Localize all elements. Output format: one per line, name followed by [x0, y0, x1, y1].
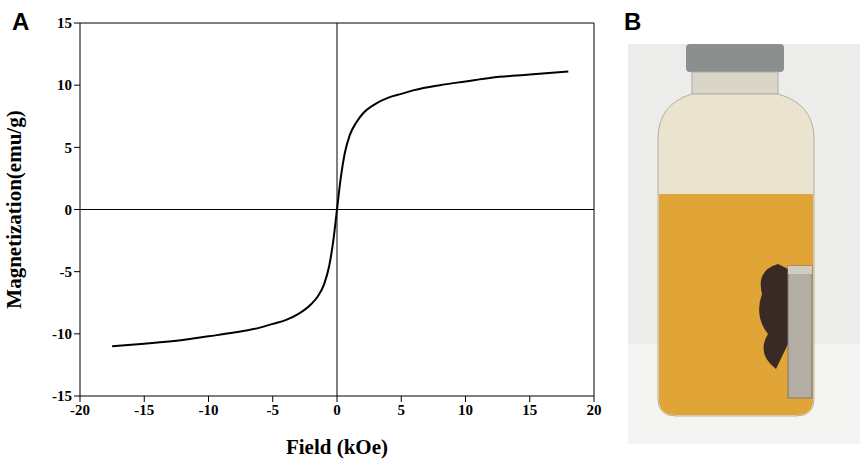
svg-text:5: 5 [398, 402, 406, 418]
svg-text:Magnetization(emu/g): Magnetization(emu/g) [2, 110, 26, 308]
svg-text:-15: -15 [134, 402, 154, 418]
svg-text:20: 20 [587, 402, 602, 418]
svg-text:15: 15 [522, 402, 537, 418]
svg-text:Field (kOe): Field (kOe) [286, 435, 388, 459]
svg-text:-5: -5 [60, 264, 73, 280]
svg-text:10: 10 [57, 77, 72, 93]
svg-text:-10: -10 [52, 326, 72, 342]
html-text:A: A [12, 8, 30, 35]
svg-text:15: 15 [57, 15, 72, 31]
svg-text:-20: -20 [70, 402, 90, 418]
svg-text:-5: -5 [267, 402, 280, 418]
svg-text:10: 10 [458, 402, 473, 418]
svg-text:0: 0 [65, 202, 73, 218]
svg-text:-15: -15 [52, 388, 72, 404]
svg-text:5: 5 [65, 140, 73, 156]
html-text:B: B [624, 8, 642, 35]
svg-text:0: 0 [333, 402, 341, 418]
svg-text:-10: -10 [199, 402, 219, 418]
